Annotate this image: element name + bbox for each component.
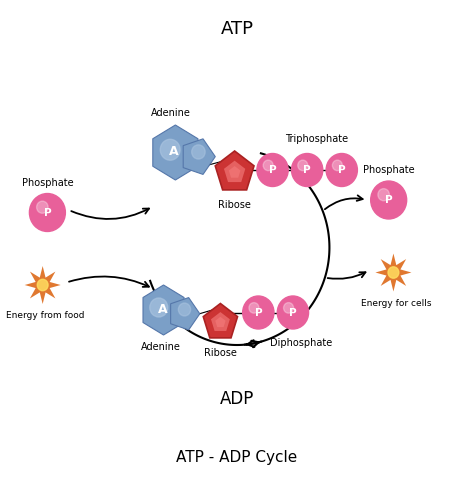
Text: Phosphate: Phosphate bbox=[22, 178, 73, 188]
Circle shape bbox=[277, 296, 309, 329]
Text: Ribose: Ribose bbox=[204, 348, 237, 358]
Text: Energy from food: Energy from food bbox=[6, 312, 84, 320]
Circle shape bbox=[283, 302, 293, 313]
Text: Adenine: Adenine bbox=[151, 108, 191, 118]
Polygon shape bbox=[375, 254, 411, 292]
Circle shape bbox=[29, 194, 65, 232]
Text: P: P bbox=[44, 208, 51, 218]
Circle shape bbox=[36, 201, 48, 213]
Text: P: P bbox=[269, 165, 276, 175]
Polygon shape bbox=[171, 298, 200, 330]
Text: P: P bbox=[303, 165, 311, 175]
Circle shape bbox=[332, 160, 342, 170]
Circle shape bbox=[249, 302, 259, 313]
Text: Adenine: Adenine bbox=[141, 342, 181, 352]
Text: P: P bbox=[255, 308, 262, 318]
Text: P: P bbox=[385, 195, 392, 205]
Polygon shape bbox=[183, 139, 215, 174]
Text: A: A bbox=[169, 146, 179, 158]
Polygon shape bbox=[25, 266, 61, 304]
Circle shape bbox=[178, 303, 191, 316]
Circle shape bbox=[243, 296, 274, 329]
Circle shape bbox=[378, 188, 390, 201]
Polygon shape bbox=[215, 151, 254, 190]
Text: ATP - ADP Cycle: ATP - ADP Cycle bbox=[176, 450, 298, 465]
Polygon shape bbox=[229, 166, 240, 177]
Circle shape bbox=[191, 145, 205, 159]
Circle shape bbox=[292, 154, 323, 186]
Circle shape bbox=[388, 267, 399, 278]
Circle shape bbox=[371, 181, 407, 219]
Text: Energy for cells: Energy for cells bbox=[361, 299, 431, 308]
Text: Ribose: Ribose bbox=[218, 200, 251, 210]
Polygon shape bbox=[143, 285, 184, 335]
Polygon shape bbox=[224, 160, 245, 182]
Text: Phosphate: Phosphate bbox=[363, 165, 414, 175]
Circle shape bbox=[150, 298, 168, 317]
Text: Diphosphate: Diphosphate bbox=[270, 338, 332, 348]
Circle shape bbox=[326, 154, 357, 186]
Circle shape bbox=[37, 280, 48, 290]
Text: Triphosphate: Triphosphate bbox=[285, 134, 348, 144]
Circle shape bbox=[298, 160, 308, 170]
Polygon shape bbox=[153, 125, 198, 180]
Text: ADP: ADP bbox=[220, 390, 254, 408]
Text: ATP: ATP bbox=[220, 20, 254, 38]
Text: P: P bbox=[289, 308, 297, 318]
Circle shape bbox=[263, 160, 273, 170]
Circle shape bbox=[160, 140, 180, 160]
Polygon shape bbox=[211, 312, 230, 331]
Text: A: A bbox=[157, 303, 167, 316]
Text: P: P bbox=[338, 165, 346, 175]
Circle shape bbox=[257, 154, 288, 186]
Polygon shape bbox=[203, 304, 237, 338]
Polygon shape bbox=[215, 317, 226, 327]
